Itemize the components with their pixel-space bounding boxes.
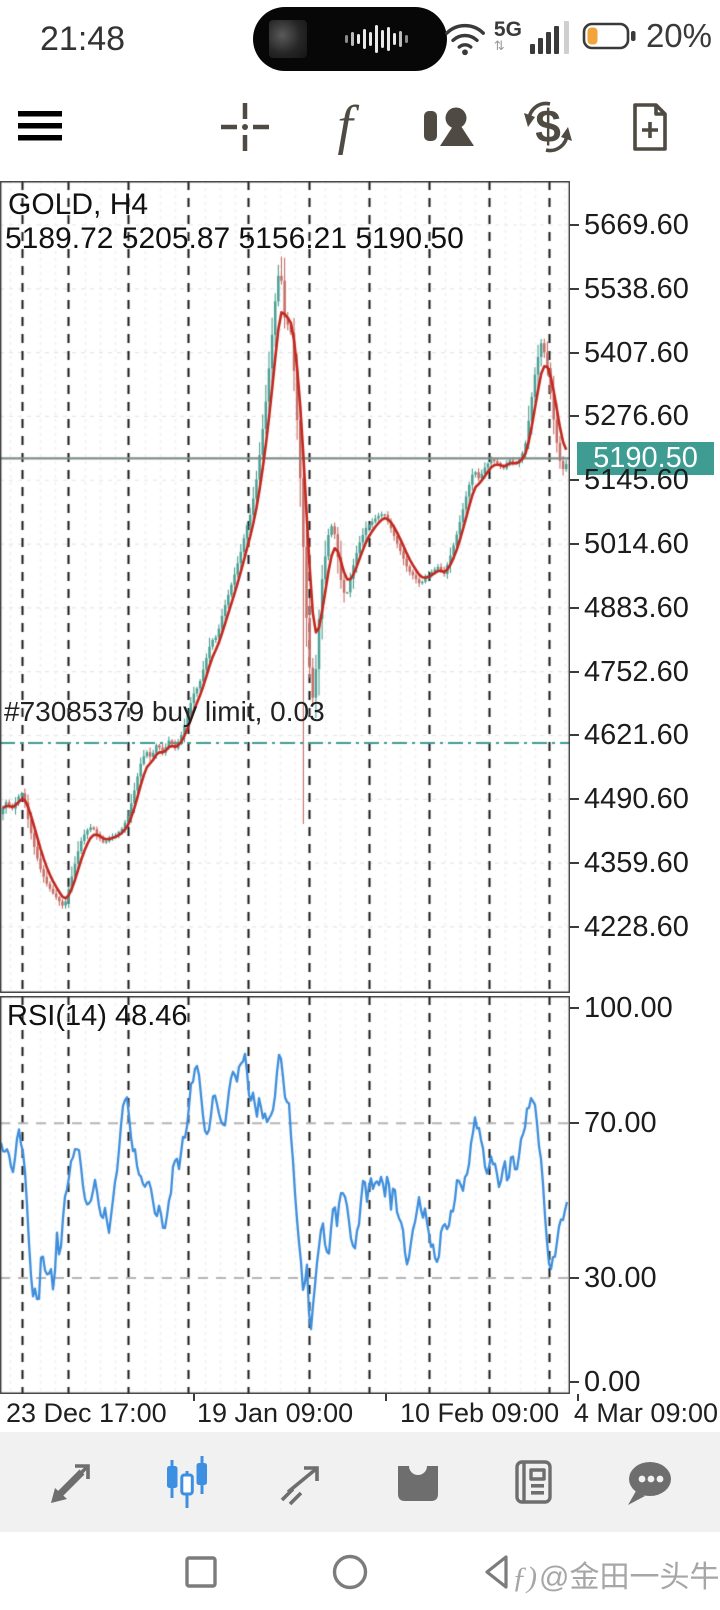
- price-axis-label: 5407.60: [584, 336, 689, 369]
- rsi-axis-label-tick: [570, 1122, 579, 1125]
- watermark-logo-icon: ƒ): [512, 1561, 537, 1594]
- functions-button[interactable]: f: [317, 99, 373, 155]
- rsi-axis-label-tick: [570, 1381, 579, 1383]
- indicators-button[interactable]: [419, 99, 475, 155]
- time-axis-label: 10 Feb 09:00: [400, 1398, 560, 1428]
- price-axis-label-tick: [570, 798, 579, 801]
- tab-history[interactable]: [386, 1450, 450, 1514]
- network-type-label: 5G: [493, 18, 522, 41]
- price-axis-label-tick: [570, 734, 579, 737]
- status-indicators: 5G ⇅ 20%: [442, 14, 712, 58]
- price-axis-label: 4359.60: [584, 847, 689, 880]
- chat-bubble-icon: [628, 1462, 672, 1505]
- tab-trade[interactable]: [270, 1450, 334, 1514]
- price-axis-label: 5538.60: [584, 272, 689, 305]
- battery-icon: [582, 22, 636, 50]
- history-tray-icon: [397, 1457, 438, 1501]
- android-nav-bar: [0, 1532, 720, 1610]
- price-axis-label: 4752.60: [584, 655, 689, 688]
- status-time: 21:48: [40, 20, 126, 58]
- current-price-badge: 5190.50: [577, 442, 714, 476]
- time-axis-tick: [193, 1394, 195, 1401]
- signal-bars-icon: [529, 21, 569, 54]
- trade-trend-icon: [281, 1466, 320, 1506]
- price-axis-label-tick: [570, 479, 579, 482]
- rsi-axis-label-tick: [570, 1276, 579, 1279]
- rsi-axis-label-tick: [570, 1007, 579, 1009]
- album-art: [269, 20, 307, 58]
- new-order-icon: [633, 103, 667, 151]
- indicators-icon: [424, 107, 474, 146]
- function-icon: f: [337, 99, 360, 155]
- currency-exchange-button[interactable]: $: [520, 99, 576, 155]
- ohlc-values-label: 5189.72 5205.87 5156.21 5190.50: [5, 222, 464, 255]
- bottom-toolbar: [0, 1432, 720, 1532]
- price-axis-label: 4490.60: [584, 783, 689, 816]
- price-axis-label: 5014.60: [584, 528, 689, 561]
- crosshair-icon: [221, 103, 269, 151]
- time-axis-tick: [577, 1394, 579, 1401]
- time-axis-tick: [385, 1394, 387, 1401]
- svg-text:$: $: [535, 100, 561, 152]
- new-order-button[interactable]: [621, 99, 677, 155]
- price-axis-label-tick: [570, 224, 579, 226]
- rsi-value-label: RSI(14) 48.46: [7, 1000, 188, 1032]
- price-axis-label-tick: [570, 543, 579, 546]
- tab-messages[interactable]: [616, 1450, 680, 1514]
- waveform-icon: [345, 25, 408, 53]
- rsi-axis-label: 0.00: [584, 1366, 641, 1398]
- quotes-arrows-icon: [50, 1464, 90, 1503]
- music-capsule[interactable]: [253, 7, 447, 71]
- home-circle-icon: [332, 1554, 368, 1590]
- time-axis-label: 23 Dec 17:00: [6, 1398, 167, 1428]
- watermark-text: @金田一头牛: [539, 1561, 720, 1594]
- price-axis-label-tick: [570, 606, 579, 609]
- price-axis-label-tick: [570, 925, 579, 928]
- price-axis-label: 5669.60: [584, 209, 689, 241]
- rsi-axis-label: 100.00: [584, 992, 673, 1024]
- currency-exchange-icon: $: [524, 100, 572, 153]
- nav-recents-button[interactable]: [177, 1548, 225, 1596]
- price-axis-label-tick: [570, 351, 579, 354]
- network-indicator: 5G ⇅: [493, 18, 522, 53]
- price-axis-label-tick: [570, 862, 579, 865]
- rsi-axis-label: 70.00: [584, 1107, 657, 1140]
- back-triangle-icon: [485, 1555, 508, 1589]
- price-axis-label: 5276.60: [584, 400, 689, 433]
- tab-charts[interactable]: [155, 1450, 219, 1514]
- price-axis-label-tick: [570, 670, 579, 673]
- recents-square-icon: [185, 1556, 217, 1588]
- price-axis-label-tick: [570, 287, 579, 290]
- nav-home-button[interactable]: [326, 1548, 374, 1596]
- watermark: ƒ)@金田一头牛: [512, 1552, 719, 1596]
- price-axis-label: 4883.60: [584, 591, 689, 624]
- tab-quotes[interactable]: [40, 1450, 104, 1514]
- buy-limit-order-label: #73085379 buy limit, 0.03: [4, 696, 325, 727]
- hamburger-icon: [18, 111, 62, 141]
- crosshair-button[interactable]: [217, 99, 273, 155]
- main-price-chart[interactable]: [0, 181, 570, 993]
- wifi-icon: [444, 23, 485, 56]
- price-axis-label: 4228.60: [584, 910, 689, 943]
- price-axis-label: 4621.60: [584, 719, 689, 752]
- news-icon: [515, 1460, 552, 1504]
- menu-button[interactable]: [12, 99, 68, 155]
- candlestick-chart-icon: [166, 1456, 207, 1508]
- nav-back-button[interactable]: [474, 1548, 522, 1596]
- svg-text:f: f: [337, 99, 360, 155]
- rsi-axis-label: 30.00: [584, 1261, 657, 1294]
- price-axis-label-tick: [570, 415, 579, 418]
- rsi-indicator-chart[interactable]: [0, 996, 570, 1394]
- price-axis-label: 5145.60: [584, 464, 689, 497]
- symbol-timeframe-label: GOLD, H4: [8, 188, 149, 221]
- time-axis-label: 4 Mar 09:00: [573, 1398, 718, 1428]
- time-axis-label: 19 Jan 09:00: [197, 1398, 354, 1428]
- tab-news[interactable]: [501, 1450, 565, 1514]
- data-transfer-arrows-icon: ⇅: [493, 38, 505, 53]
- battery-percent-label: 20%: [645, 17, 712, 54]
